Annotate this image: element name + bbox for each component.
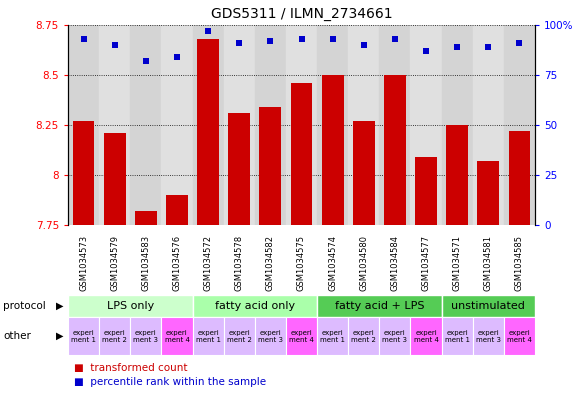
Text: experi
ment 1: experi ment 1 bbox=[320, 329, 345, 343]
Bar bbox=[224, 317, 255, 355]
Bar bbox=[504, 25, 535, 225]
Text: ■  transformed count: ■ transformed count bbox=[74, 363, 187, 373]
Bar bbox=[99, 317, 130, 355]
Bar bbox=[255, 317, 286, 355]
Text: experi
ment 3: experi ment 3 bbox=[133, 329, 158, 343]
Bar bbox=[161, 317, 193, 355]
Text: experi
ment 1: experi ment 1 bbox=[71, 329, 96, 343]
Bar bbox=[441, 317, 473, 355]
Bar bbox=[193, 295, 317, 317]
Bar bbox=[348, 317, 379, 355]
Point bbox=[328, 36, 338, 42]
Point bbox=[359, 42, 368, 48]
Text: experi
ment 4: experi ment 4 bbox=[507, 329, 532, 343]
Point bbox=[297, 36, 306, 42]
Text: ■  percentile rank within the sample: ■ percentile rank within the sample bbox=[74, 376, 266, 387]
Point bbox=[141, 58, 150, 64]
Bar bbox=[130, 25, 161, 225]
Text: experi
ment 3: experi ment 3 bbox=[258, 329, 283, 343]
Point bbox=[234, 40, 244, 46]
Bar bbox=[473, 317, 504, 355]
Bar bbox=[197, 39, 219, 225]
Bar bbox=[441, 295, 535, 317]
Bar bbox=[130, 317, 161, 355]
Bar bbox=[411, 317, 441, 355]
Text: experi
ment 1: experi ment 1 bbox=[195, 329, 220, 343]
Bar bbox=[193, 25, 224, 225]
Text: protocol: protocol bbox=[3, 301, 46, 311]
Text: ▶: ▶ bbox=[56, 301, 63, 311]
Bar bbox=[441, 25, 473, 225]
Bar bbox=[255, 25, 286, 225]
Bar bbox=[509, 131, 530, 225]
Text: fatty acid only: fatty acid only bbox=[215, 301, 295, 311]
Bar bbox=[259, 107, 281, 225]
Text: experi
ment 2: experi ment 2 bbox=[102, 329, 127, 343]
Bar bbox=[379, 317, 411, 355]
Point bbox=[452, 44, 462, 50]
Point bbox=[266, 38, 275, 44]
Point bbox=[110, 42, 119, 48]
Bar bbox=[291, 83, 313, 225]
Text: experi
ment 4: experi ment 4 bbox=[289, 329, 314, 343]
Point bbox=[515, 40, 524, 46]
Point bbox=[422, 48, 431, 54]
Bar bbox=[504, 317, 535, 355]
Bar bbox=[68, 25, 99, 225]
Bar bbox=[348, 25, 379, 225]
Text: experi
ment 2: experi ment 2 bbox=[227, 329, 252, 343]
Bar bbox=[135, 211, 157, 225]
Text: ▶: ▶ bbox=[56, 331, 63, 341]
Bar bbox=[193, 317, 224, 355]
Bar bbox=[317, 295, 441, 317]
Bar bbox=[473, 25, 504, 225]
Point bbox=[484, 44, 493, 50]
Point bbox=[390, 36, 400, 42]
Point bbox=[172, 54, 182, 60]
Text: experi
ment 4: experi ment 4 bbox=[414, 329, 438, 343]
Title: GDS5311 / ILMN_2734661: GDS5311 / ILMN_2734661 bbox=[211, 7, 392, 21]
Bar bbox=[477, 161, 499, 225]
Point bbox=[79, 36, 88, 42]
Point bbox=[204, 28, 213, 34]
Bar bbox=[99, 25, 130, 225]
Bar bbox=[161, 25, 193, 225]
Bar bbox=[446, 125, 468, 225]
Bar bbox=[353, 121, 375, 225]
Bar bbox=[104, 133, 126, 225]
Text: experi
ment 3: experi ment 3 bbox=[476, 329, 501, 343]
Text: experi
ment 3: experi ment 3 bbox=[382, 329, 407, 343]
Bar bbox=[322, 75, 343, 225]
Text: LPS only: LPS only bbox=[107, 301, 154, 311]
Text: experi
ment 1: experi ment 1 bbox=[445, 329, 470, 343]
Bar bbox=[384, 75, 406, 225]
Text: experi
ment 2: experi ment 2 bbox=[351, 329, 376, 343]
Text: unstimulated: unstimulated bbox=[451, 301, 525, 311]
Bar bbox=[286, 25, 317, 225]
Bar bbox=[72, 121, 95, 225]
Bar bbox=[68, 317, 99, 355]
Bar bbox=[415, 157, 437, 225]
Bar bbox=[286, 317, 317, 355]
Text: fatty acid + LPS: fatty acid + LPS bbox=[335, 301, 424, 311]
Bar bbox=[379, 25, 411, 225]
Bar bbox=[317, 317, 348, 355]
Bar bbox=[224, 25, 255, 225]
Bar bbox=[166, 195, 188, 225]
Text: other: other bbox=[3, 331, 31, 341]
Text: experi
ment 4: experi ment 4 bbox=[165, 329, 190, 343]
Bar bbox=[68, 295, 193, 317]
Bar bbox=[229, 113, 250, 225]
Bar bbox=[317, 25, 348, 225]
Bar bbox=[411, 25, 441, 225]
